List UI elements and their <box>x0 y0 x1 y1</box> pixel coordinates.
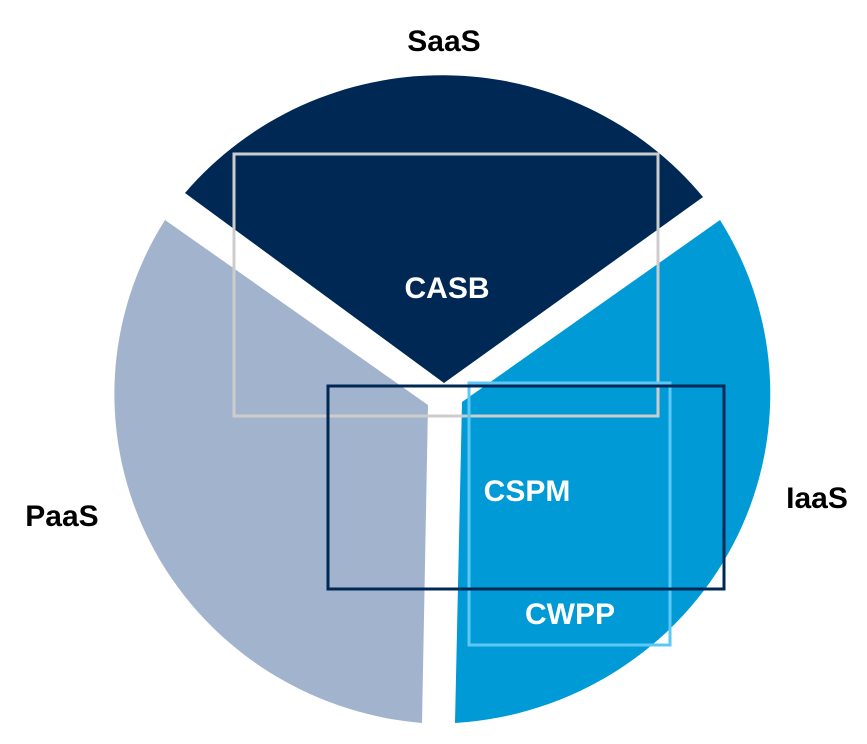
label-cspm: CSPM <box>484 475 571 508</box>
cspm-box <box>326 384 726 591</box>
label-iaas: IaaS <box>786 482 848 515</box>
segment-iaas <box>455 220 771 723</box>
cwpp-box <box>467 381 672 647</box>
casb-box <box>232 152 660 418</box>
segment-saas <box>185 75 703 383</box>
label-casb: CASB <box>404 272 489 305</box>
label-saas: SaaS <box>407 25 480 58</box>
segment-paas <box>114 220 429 723</box>
label-cwpp: CWPP <box>525 598 615 631</box>
label-paas: PaaS <box>25 500 98 533</box>
